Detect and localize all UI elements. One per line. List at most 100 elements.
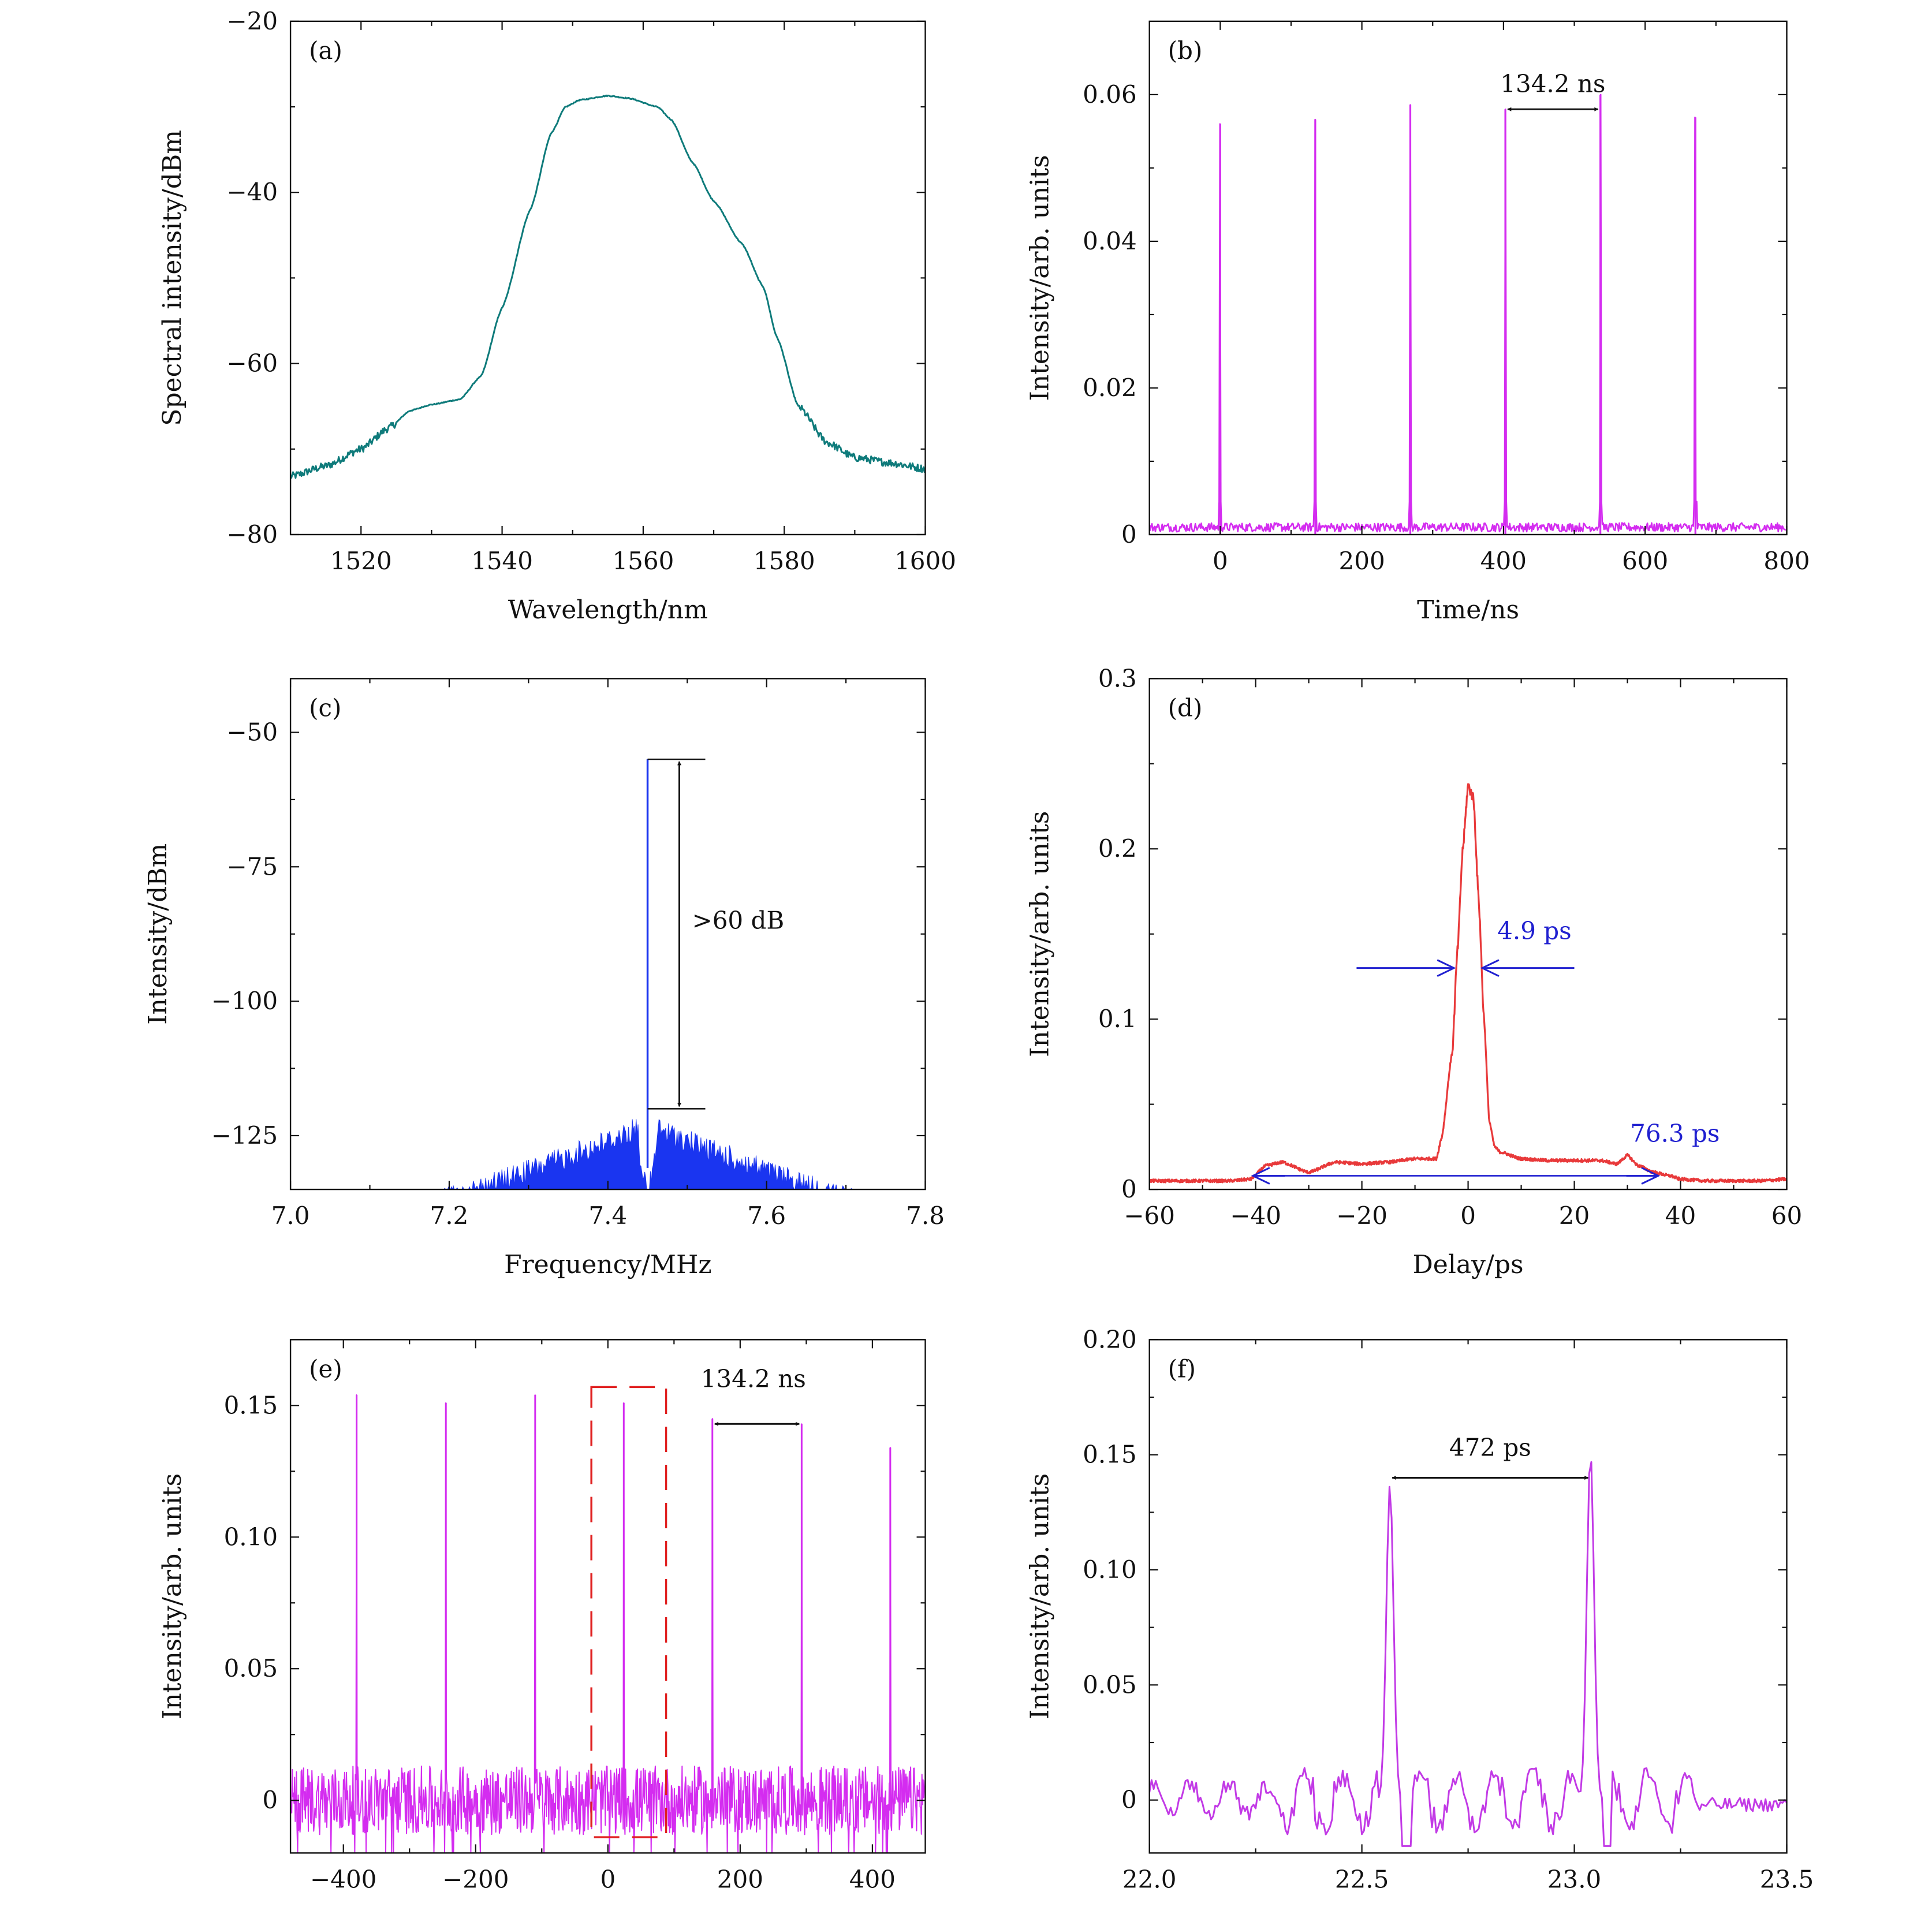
chart-panel-a: 1520 1540 1560 1580 1600 −80 −60 −40 −20 Waveleng… <box>158 7 956 625</box>
y-tick-label: −80 <box>226 520 278 548</box>
x-axis-label: Delay/ps <box>1413 1250 1524 1279</box>
x-tick-label: 0 <box>1460 1201 1476 1230</box>
x-tick-label: 0 <box>1213 547 1228 575</box>
x-axis-label: Frequency/MHz <box>504 1250 711 1279</box>
panel-label: (c) <box>309 693 341 722</box>
interval-label: 472 ps <box>1449 1434 1531 1462</box>
plot-frame <box>1148 1339 1788 1854</box>
y-tick-label: 0.2 <box>1098 834 1137 863</box>
y-tick-label: 0.02 <box>1083 374 1137 402</box>
noise-floor-area <box>290 1119 926 1190</box>
interval-label: 134.2 ns <box>701 1364 806 1393</box>
y-tick-label: −40 <box>226 178 278 206</box>
y-tick-label: −20 <box>226 7 278 35</box>
noisy-pulse-train <box>290 1394 926 1853</box>
x-tick-label: 1600 <box>894 547 956 575</box>
y-axis-label: Intensity/arb. units <box>1025 155 1055 401</box>
chart-panel-b: 134.2 ns 0 200 400 600 800 0 0.02 0.04 0.06 Time/n… <box>1025 20 1810 625</box>
plot-frame <box>1148 678 1788 1191</box>
interval-label: 134.2 ns <box>1500 69 1605 98</box>
fwhm-arrow-right-head <box>1480 959 1500 977</box>
y-tick-label: 0.3 <box>1098 664 1137 692</box>
y-tick-label: 0 <box>262 1786 278 1814</box>
data-layer <box>1149 1461 1787 1847</box>
x-tick-label: 22.5 <box>1335 1865 1389 1893</box>
plot-frame <box>1148 20 1788 536</box>
y-axis-label: Spectral intensity/dBm <box>158 130 187 426</box>
y-tick-label: 0 <box>1121 1175 1137 1203</box>
fwhm-arrow-left-head <box>1437 959 1456 977</box>
x-tick-label: 23.0 <box>1547 1865 1602 1893</box>
x-tick-label: 400 <box>1480 547 1527 575</box>
y-tick-label: 0.04 <box>1083 227 1137 255</box>
y-tick-label: 0 <box>1121 1786 1137 1814</box>
data-layer <box>290 759 926 1190</box>
x-tick-label: −40 <box>1230 1201 1281 1230</box>
x-tick-label: 0 <box>600 1865 616 1893</box>
y-tick-label: −125 <box>211 1121 278 1150</box>
x-tick-label: 60 <box>1771 1201 1802 1230</box>
pedestal-arrow-left-head <box>1251 1167 1270 1185</box>
x-tick-label: 200 <box>717 1865 763 1893</box>
x-tick-label: 200 <box>1339 547 1385 575</box>
x-tick-label: 23.5 <box>1760 1865 1814 1893</box>
x-tick-label: −20 <box>1336 1201 1388 1230</box>
panel-label: (f) <box>1168 1354 1196 1383</box>
data-layer <box>1149 94 1786 535</box>
plot-frame <box>289 20 926 536</box>
highlight-box <box>590 1386 667 1838</box>
y-axis-label: Intensity/arb. units <box>1025 1473 1055 1719</box>
x-tick-label: 7.4 <box>588 1201 627 1230</box>
x-tick-label: 7.8 <box>906 1201 945 1230</box>
spectrum-line <box>290 94 926 479</box>
y-tick-label: 0.10 <box>224 1523 278 1551</box>
x-tick-label: 1580 <box>754 547 815 575</box>
x-tick-label: 600 <box>1622 547 1668 575</box>
x-tick-label: 40 <box>1665 1201 1696 1230</box>
y-tick-label: −75 <box>226 852 278 880</box>
y-tick-label: 0.15 <box>224 1391 278 1419</box>
x-axis-label: Time/ns <box>1417 1913 1519 1918</box>
panel-label: (e) <box>309 1354 342 1383</box>
y-tick-label: −50 <box>226 718 278 746</box>
panel-label: (b) <box>1168 36 1203 65</box>
y-tick-label: 0.15 <box>1083 1441 1137 1469</box>
x-tick-label: 7.6 <box>747 1201 786 1230</box>
chart-panel-e: 134.2 ns −400 −200 0 200 400 0 0.05 0.10 0.15 Time… <box>158 1339 926 1918</box>
x-axis-label: Time/ns <box>557 1913 659 1918</box>
y-tick-label: 0.1 <box>1098 1005 1137 1033</box>
data-layer <box>290 94 926 479</box>
panel-label: (d) <box>1168 693 1203 722</box>
y-tick-label: 0.10 <box>1083 1555 1137 1584</box>
x-axis-label: Time/ns <box>1417 595 1519 625</box>
x-tick-label: 20 <box>1559 1201 1590 1230</box>
y-tick-label: 0.05 <box>224 1654 278 1682</box>
range-label: >60 dB <box>692 906 785 934</box>
x-tick-label: 400 <box>849 1865 896 1893</box>
y-tick-label: 0.06 <box>1083 80 1137 109</box>
x-axis-label: Wavelength/nm <box>508 595 708 625</box>
panel-label: (a) <box>309 36 342 65</box>
pedestal-arrow-right-head <box>1641 1167 1661 1185</box>
plot-frame <box>289 678 926 1191</box>
y-tick-label: −60 <box>226 349 278 378</box>
plot-frame <box>289 1339 926 1854</box>
pedestal-label: 76.3 ps <box>1630 1120 1720 1148</box>
x-tick-label: 1520 <box>330 547 392 575</box>
y-axis-label: Intensity/dBm <box>143 844 173 1025</box>
pulse-pair-line <box>1149 1461 1787 1847</box>
chart-panel-d: 4.9 ps 76.3 ps −60 −40 −20 0 20 40 60 0 0.1 0.2 0.3 D… <box>1025 664 1802 1279</box>
x-tick-label: 22.0 <box>1122 1865 1177 1893</box>
x-tick-label: −60 <box>1124 1201 1175 1230</box>
y-tick-label: 0 <box>1121 520 1137 548</box>
y-tick-label: 0.20 <box>1083 1325 1137 1353</box>
y-tick-label: 0.05 <box>1083 1670 1137 1699</box>
x-tick-label: 7.2 <box>430 1201 469 1230</box>
y-axis-label: Intensity/arb. units <box>1025 811 1055 1057</box>
chart-panel-f: 472 ps 22.0 22.5 23.0 23.5 0 0.05 0.10 0.15 0.20 T… <box>1025 1325 1814 1918</box>
chart-panel-c: >60 dB 7.0 7.2 7.4 7.6 7.8 −125 −100 −75 −50 Frequ… <box>143 678 945 1279</box>
x-tick-label: 1540 <box>471 547 533 575</box>
x-tick-label: −400 <box>310 1865 376 1893</box>
pulse-train-line <box>1149 94 1786 533</box>
